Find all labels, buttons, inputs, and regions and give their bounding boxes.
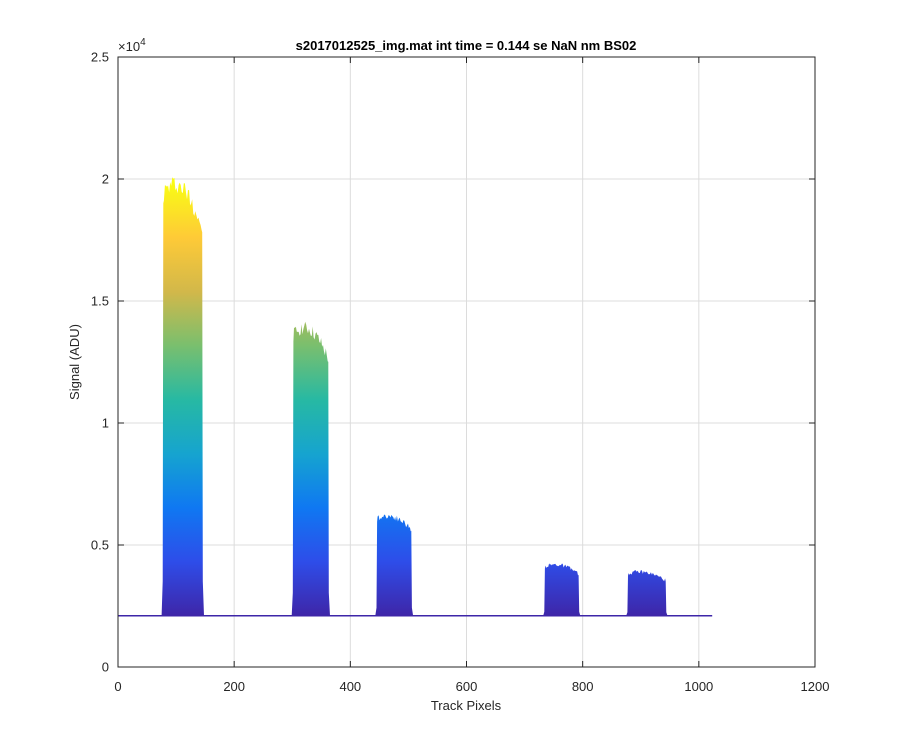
x-tick-label: 1200 bbox=[801, 679, 830, 694]
y-tick-label: 0.5 bbox=[91, 538, 109, 553]
x-tick-label: 0 bbox=[114, 679, 121, 694]
y-tick-label: 2 bbox=[102, 172, 109, 187]
x-tick-label: 200 bbox=[223, 679, 245, 694]
signal-peak bbox=[291, 321, 330, 616]
x-tick-label: 1000 bbox=[684, 679, 713, 694]
ticks: 0 200 400 600 800 1000 1200 0 0.5 1 1.5 2 2.5 bbox=[91, 50, 830, 695]
x-axis-label: Track Pixels bbox=[431, 698, 502, 713]
y-tick-label: 1 bbox=[102, 416, 109, 431]
signal-peak bbox=[543, 563, 581, 616]
y-tick-label: 0 bbox=[102, 660, 109, 675]
chart-title: s2017012525_img.mat int time = 0.144 se … bbox=[296, 38, 637, 53]
x-tick-label: 600 bbox=[456, 679, 478, 694]
y-tick-label: 1.5 bbox=[91, 294, 109, 309]
x-tick-label: 800 bbox=[572, 679, 594, 694]
y-exponent-power: 4 bbox=[140, 37, 146, 48]
data-marks bbox=[118, 177, 713, 617]
y-axis-label: Signal (ADU) bbox=[67, 324, 82, 400]
signal-peak bbox=[626, 570, 668, 616]
signal-peak bbox=[161, 177, 204, 616]
y-exponent-base: ×10 bbox=[118, 39, 140, 54]
y-exponent-label: ×104 bbox=[118, 37, 146, 54]
signal-peak bbox=[375, 514, 414, 616]
x-tick-label: 400 bbox=[339, 679, 361, 694]
y-tick-label: 2.5 bbox=[91, 50, 109, 65]
